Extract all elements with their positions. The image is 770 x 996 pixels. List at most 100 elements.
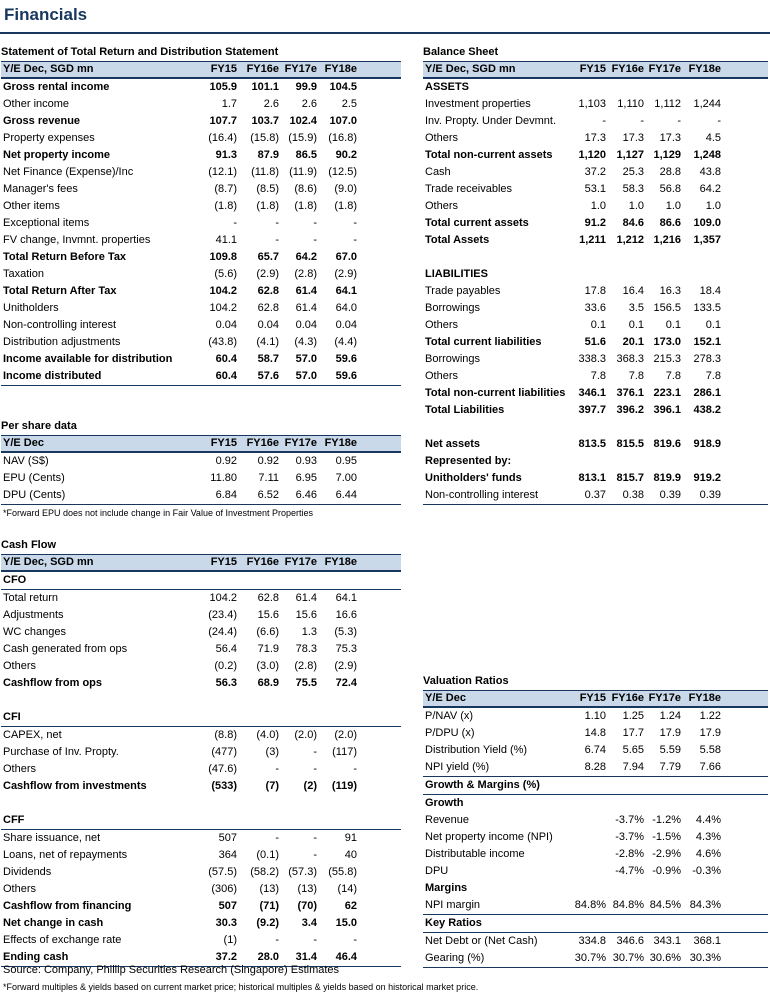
table-row: Other items (1.8) (1.8) (1.8) (1.8) (1, 198, 401, 215)
row-value: 62 (344, 900, 357, 912)
row-value: 67.0 (335, 251, 357, 263)
header-col-fy18e: FY18e (688, 692, 721, 704)
table-row: Cash generated from ops 56.4 71.9 78.3 75.3 (1, 641, 401, 658)
table-row: NPI margin 84.8% 84.8% 84.5% 84.3% (423, 897, 768, 914)
row-value: 71.9 (257, 643, 279, 655)
table-row: Exceptional items - - - - (1, 215, 401, 232)
row-value: 30.3 (215, 917, 237, 929)
row-value: 286.1 (693, 387, 721, 399)
row-value: 16.6 (335, 609, 357, 621)
row-value: 91.3 (215, 149, 237, 161)
row-value: 4.6% (695, 848, 721, 860)
row-value: 1.22 (699, 710, 721, 722)
row-label: Total Assets (425, 234, 490, 246)
row-value: 376.1 (616, 387, 644, 399)
row-value: 60.4 (215, 370, 237, 382)
row-value: 396.1 (653, 404, 681, 416)
row-value: (2.8) (294, 268, 317, 280)
row-label: Manager's fees (3, 183, 78, 195)
table-row: Trade receivables 53.1 58.3 56.8 64.2 (423, 181, 768, 198)
header-col-fy15: FY15 (210, 556, 237, 568)
row-value: 57.6 (257, 370, 279, 382)
row-label: Net property income (3, 149, 110, 161)
row-value: (4.1) (256, 336, 279, 348)
row-value: 7.8 (628, 370, 644, 382)
table-row: Growth & Margins (%) (423, 776, 768, 795)
row-value: 59.6 (335, 370, 357, 382)
header-col-fy15: FY15 (579, 692, 606, 704)
row-label: Represented by: (425, 455, 512, 467)
row-value: 0.92 (215, 455, 237, 467)
row-value: 1,212 (616, 234, 644, 246)
row-value: 368.3 (616, 353, 644, 365)
row-value: 30.7% (612, 952, 644, 964)
row-label: Total current assets (425, 217, 529, 229)
row-value: - (313, 217, 317, 229)
row-label: DPU (425, 865, 449, 877)
table-row: Total current liabilities 51.6 20.1 173.0 15… (423, 334, 768, 351)
row-value: 37.2 (584, 166, 606, 178)
row-value: (5.3) (334, 626, 357, 638)
table-row: Borrowings 338.3 368.3 215.3 278.3 (423, 351, 768, 368)
row-label: Taxation (3, 268, 44, 280)
table-row: CFF (1, 812, 401, 830)
table-row: Total current assets 91.2 84.6 86.6 109.0 (423, 215, 768, 232)
table-row: Gross rental income 105.9 101.1 99.9 104.5 (1, 79, 401, 96)
row-value: - (353, 763, 357, 775)
row-value: 0.39 (699, 489, 721, 501)
row-value: 56.4 (215, 643, 237, 655)
row-label: Dividends (3, 866, 52, 878)
row-value: 1,216 (653, 234, 681, 246)
table-row: Unitholders' funds 813.1 815.7 819.9 919.2 (423, 470, 768, 487)
row-label: Growth (425, 797, 464, 809)
row-value: - (275, 934, 279, 946)
row-value: (2.8) (294, 660, 317, 672)
row-value: -3.7% (615, 814, 644, 826)
row-value: 438.2 (693, 404, 721, 416)
row-value: 0.1 (665, 319, 681, 331)
table-row: Income available for distribution 60.4 58.… (1, 351, 401, 368)
row-value: 28.0 (257, 951, 279, 963)
row-label: Total non-current liabilities (425, 387, 566, 399)
row-value: 75.5 (295, 677, 317, 689)
row-value: 133.5 (693, 302, 721, 314)
row-label: CFI (3, 711, 21, 723)
table-row: Borrowings 33.6 3.5 156.5 133.5 (423, 300, 768, 317)
row-value: 1.24 (659, 710, 681, 722)
row-value: 1,248 (693, 149, 721, 161)
row-value: - (353, 217, 357, 229)
row-value: (2) (303, 780, 317, 792)
row-label: FV change, Invmnt. properties (3, 234, 151, 246)
row-value: 1,103 (578, 98, 606, 110)
row-value: 30.3% (689, 952, 721, 964)
table-row: Total Liabilities 397.7 396.2 396.1 438.2 (423, 402, 768, 419)
row-value: (8.8) (214, 729, 237, 741)
cash-flow-table: Cash Flow Y/E Dec, SGD mn FY15 FY16e FY17e FY… (1, 537, 401, 967)
row-value: 397.7 (578, 404, 606, 416)
row-value: 6.46 (295, 489, 317, 501)
row-value: 156.5 (653, 302, 681, 314)
header-col-fy16e: FY16e (246, 556, 279, 568)
row-value: 78.3 (295, 643, 317, 655)
table-row: Revenue -3.7% -1.2% 4.4% (423, 812, 768, 829)
table-row: Cashflow from ops 56.3 68.9 75.5 72.4 (1, 675, 401, 692)
row-value: 104.2 (209, 285, 237, 297)
row-label: Total Return After Tax (3, 285, 117, 297)
row-label: Income available for distribution (3, 353, 173, 365)
row-value: 0.04 (257, 319, 279, 331)
table-row: Growth (423, 795, 768, 812)
row-label: Purchase of Inv. Propty. (3, 746, 119, 758)
row-value: 61.4 (295, 285, 317, 297)
row-value: (58.2) (250, 866, 279, 878)
header-col-fy16e: FY16e (246, 63, 279, 75)
row-value: 15.6 (295, 609, 317, 621)
row-value: 1,357 (693, 234, 721, 246)
row-label: Others (3, 660, 37, 672)
table-row: Loans, net of repayments 364 (0.1) - 40 (1, 847, 401, 864)
table-header: Y/E Dec, SGD mn FY15 FY16e FY17e FY18e (423, 62, 768, 79)
row-label: Borrowings (425, 353, 481, 365)
row-value: 102.4 (289, 115, 317, 127)
row-value: 41.1 (215, 234, 237, 246)
row-value: (4.0) (256, 729, 279, 741)
table-row (1, 795, 401, 812)
